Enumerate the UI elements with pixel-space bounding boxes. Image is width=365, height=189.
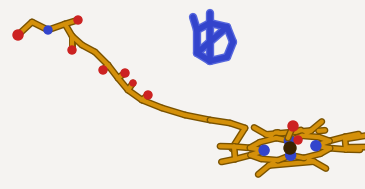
Circle shape bbox=[74, 16, 82, 24]
Circle shape bbox=[99, 66, 107, 74]
Circle shape bbox=[294, 136, 302, 144]
Circle shape bbox=[286, 150, 296, 160]
Circle shape bbox=[68, 46, 76, 54]
Circle shape bbox=[284, 142, 296, 154]
Circle shape bbox=[259, 145, 269, 155]
Circle shape bbox=[311, 141, 321, 151]
Circle shape bbox=[13, 30, 23, 40]
Circle shape bbox=[130, 80, 136, 86]
Circle shape bbox=[44, 26, 52, 34]
Circle shape bbox=[284, 136, 294, 146]
Circle shape bbox=[144, 91, 152, 99]
Circle shape bbox=[288, 121, 298, 131]
Circle shape bbox=[121, 69, 129, 77]
